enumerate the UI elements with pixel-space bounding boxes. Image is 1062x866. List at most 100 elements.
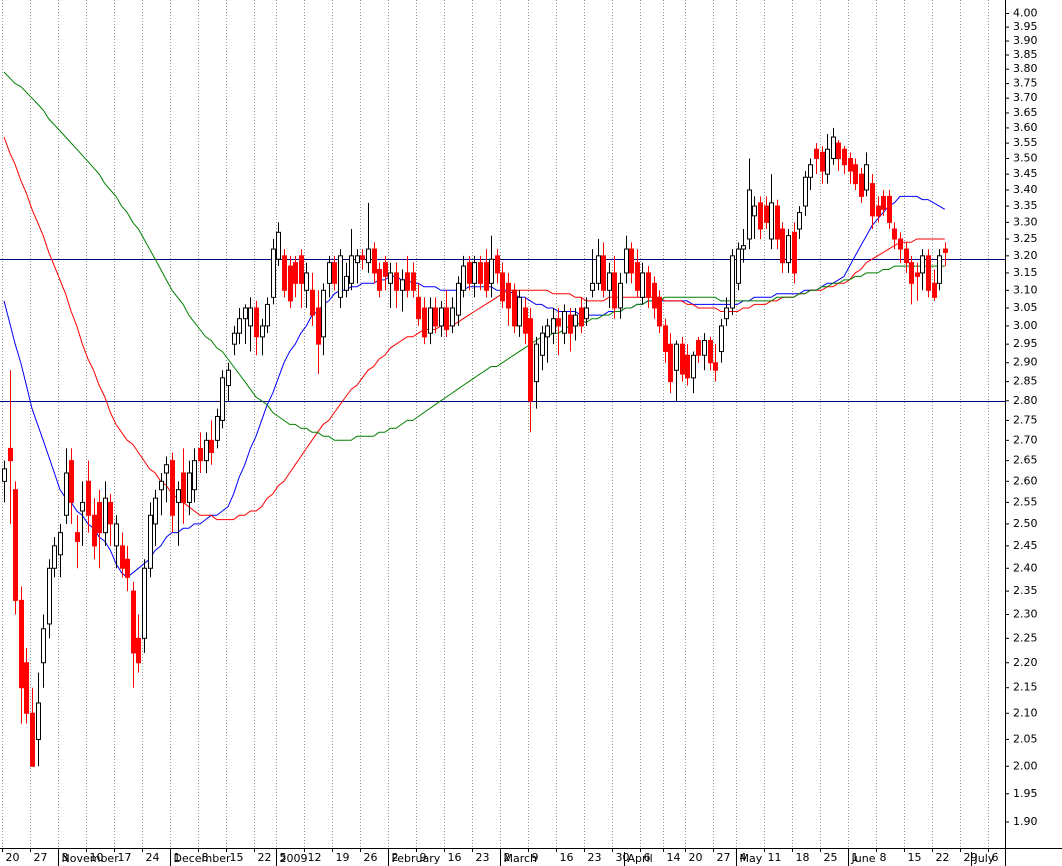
y-tick-label: 1.90	[1013, 815, 1038, 828]
candle-body	[215, 415, 220, 441]
month-label: March	[504, 852, 538, 865]
x-tick-label: 29	[964, 851, 978, 864]
candle-body	[786, 235, 791, 264]
candle-body	[153, 497, 158, 525]
candle-body	[792, 231, 797, 274]
candle-body	[92, 514, 97, 547]
candle-body	[260, 325, 265, 338]
y-tick-label: 2.40	[1013, 561, 1038, 574]
candle-body	[159, 480, 164, 491]
candle-body	[853, 164, 858, 185]
candle-body	[416, 296, 421, 320]
candle-body	[8, 447, 13, 462]
candle-body	[69, 460, 74, 503]
candle-body	[332, 262, 337, 284]
candle-body	[848, 158, 853, 172]
y-tick-label: 3.35	[1013, 199, 1038, 212]
candle-body	[47, 567, 52, 625]
y-tick-label: 2.80	[1013, 394, 1038, 407]
candle-body	[164, 464, 169, 474]
candle-body	[937, 255, 942, 284]
candle-body	[80, 501, 85, 512]
candle-body	[657, 296, 662, 327]
month-label: 2009	[280, 852, 308, 865]
y-tick-label: 2.50	[1013, 517, 1038, 530]
x-tick-label: 2	[392, 851, 399, 864]
candle-body	[192, 460, 197, 491]
candle-body	[780, 228, 785, 264]
candle-body	[220, 377, 225, 421]
candle-body	[629, 248, 634, 274]
candle-body	[282, 255, 287, 291]
candle-body	[148, 514, 153, 569]
candle-body	[58, 532, 63, 556]
candle-body	[719, 325, 724, 353]
candle-body	[663, 325, 668, 353]
candle-body	[478, 262, 483, 284]
candle-body	[775, 205, 780, 240]
y-tick-label: 2.10	[1013, 706, 1038, 719]
candle-body	[803, 176, 808, 207]
candle-body	[450, 307, 455, 327]
x-tick-label: 8	[202, 851, 209, 864]
candle-body	[170, 460, 175, 516]
candle-body	[730, 255, 735, 309]
x-tick-label: 27	[34, 851, 48, 864]
candle-body	[836, 142, 841, 160]
x-tick-label: 8	[880, 851, 887, 864]
y-tick-label: 3.55	[1013, 136, 1038, 149]
month-label: April	[628, 852, 653, 865]
y-tick-label: 3.85	[1013, 48, 1038, 61]
candle-body	[618, 282, 623, 309]
y-tick-label: 3.80	[1013, 62, 1038, 75]
candle-body	[892, 228, 897, 240]
candle-body	[456, 282, 461, 316]
candle-body	[276, 231, 281, 260]
x-tick-label: 1	[174, 851, 181, 864]
candle-body	[428, 307, 433, 334]
candle-body	[377, 268, 382, 291]
y-tick-label: 2.85	[1013, 375, 1038, 388]
month-label: July	[974, 852, 995, 865]
x-tick-label: 23	[588, 851, 602, 864]
candle-body	[461, 265, 466, 291]
candle-body	[747, 189, 752, 240]
x-tick-label: 17	[118, 851, 132, 864]
candle-body	[299, 255, 304, 284]
y-tick-label: 3.05	[1013, 301, 1038, 314]
candle-body	[920, 255, 925, 274]
candle-body	[517, 296, 522, 327]
candle-body	[360, 255, 365, 260]
x-tick-label: 20	[689, 851, 703, 864]
candle-body	[36, 702, 41, 740]
y-tick-label: 3.40	[1013, 183, 1038, 196]
x-tick-label: 26	[364, 851, 378, 864]
y-tick-label: 3.95	[1013, 20, 1038, 33]
y-tick-label: 2.00	[1013, 759, 1038, 772]
candle-body	[97, 501, 102, 534]
y-tick-label: 3.15	[1013, 266, 1038, 279]
y-tick-label: 3.20	[1013, 249, 1038, 262]
y-tick-label: 3.60	[1013, 121, 1038, 134]
candle-body	[142, 567, 147, 639]
y-tick-label: 2.90	[1013, 356, 1038, 369]
y-tick-label: 3.00	[1013, 319, 1038, 332]
candle-body	[932, 282, 937, 298]
x-tick-label: 14	[667, 851, 681, 864]
candle-body	[293, 262, 298, 284]
candle-body	[86, 480, 91, 516]
candle-body	[338, 255, 343, 298]
candle-body	[523, 307, 528, 334]
candle-body	[640, 272, 645, 298]
candle-body	[769, 202, 774, 240]
x-tick-label: 25	[824, 851, 838, 864]
candle-body	[842, 148, 847, 166]
candle-body	[646, 272, 651, 298]
candle-body	[512, 289, 517, 327]
x-tick-label: 9	[420, 851, 427, 864]
candle-body	[624, 248, 629, 274]
month-label: December	[174, 852, 232, 865]
candle-body	[108, 501, 113, 525]
x-tick-label: 16	[448, 851, 462, 864]
candle-body	[472, 262, 477, 284]
